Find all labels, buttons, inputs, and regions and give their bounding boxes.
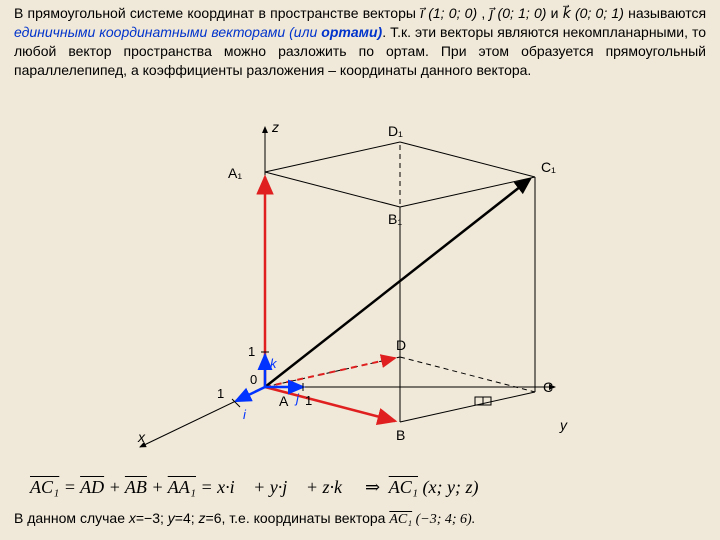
text: =−3; (136, 510, 168, 526)
one-x: 1 (217, 386, 224, 401)
one-y: 1 (305, 393, 312, 408)
text: называются (628, 5, 706, 21)
var-y: y (168, 510, 175, 526)
label-D1: D₁ (388, 123, 403, 139)
text: =6, т.е. координаты вектора (206, 510, 390, 526)
label-B: B (396, 427, 405, 443)
text: В данном случае (14, 510, 129, 526)
var-z: z (199, 510, 206, 526)
label-i: i (243, 407, 247, 422)
result-vec: AC₁ (−3; 4; 6). (389, 512, 475, 527)
label-j: j (294, 391, 300, 406)
vec-k: k⃗ (0; 0; 1) (563, 5, 624, 21)
vec-j: j⃗ (0; 1; 0) (489, 5, 546, 21)
var-x: x (129, 510, 136, 526)
zero: 0 (250, 372, 257, 387)
coord-diagram: A B C D A₁ B₁ C₁ D₁ x y z i j k 1 1 1 0 (0, 112, 720, 462)
text: и (551, 5, 563, 21)
label-z: z (271, 119, 279, 135)
one-z: 1 (248, 344, 255, 359)
bottom-line: В данном случае x=−3; y=4; z=6, т.е. коо… (14, 510, 475, 528)
text: В прямоугольной системе координат в прос… (14, 5, 420, 21)
formula: AC₁ = AD + AB + AA₁ = x·i⃗ + y·j⃗ + z·k⃗… (30, 477, 478, 498)
label-x: x (137, 429, 146, 445)
label-A: A (279, 393, 289, 409)
emphasis: единичными координатными векторами (или (14, 24, 321, 40)
label-k: k (270, 356, 278, 371)
text: =4; (175, 510, 199, 526)
vec-i: i⃗ (1; 0; 0) (420, 5, 477, 21)
label-B1: B₁ (388, 211, 402, 227)
main-paragraph: В прямоугольной системе координат в прос… (0, 0, 720, 80)
label-y: y (559, 417, 568, 433)
label-C1: C₁ (541, 159, 556, 175)
label-C: C (543, 379, 553, 395)
emphasis-bold: ортами) (321, 24, 382, 40)
label-A1: A₁ (228, 165, 242, 181)
label-D: D (396, 337, 406, 353)
